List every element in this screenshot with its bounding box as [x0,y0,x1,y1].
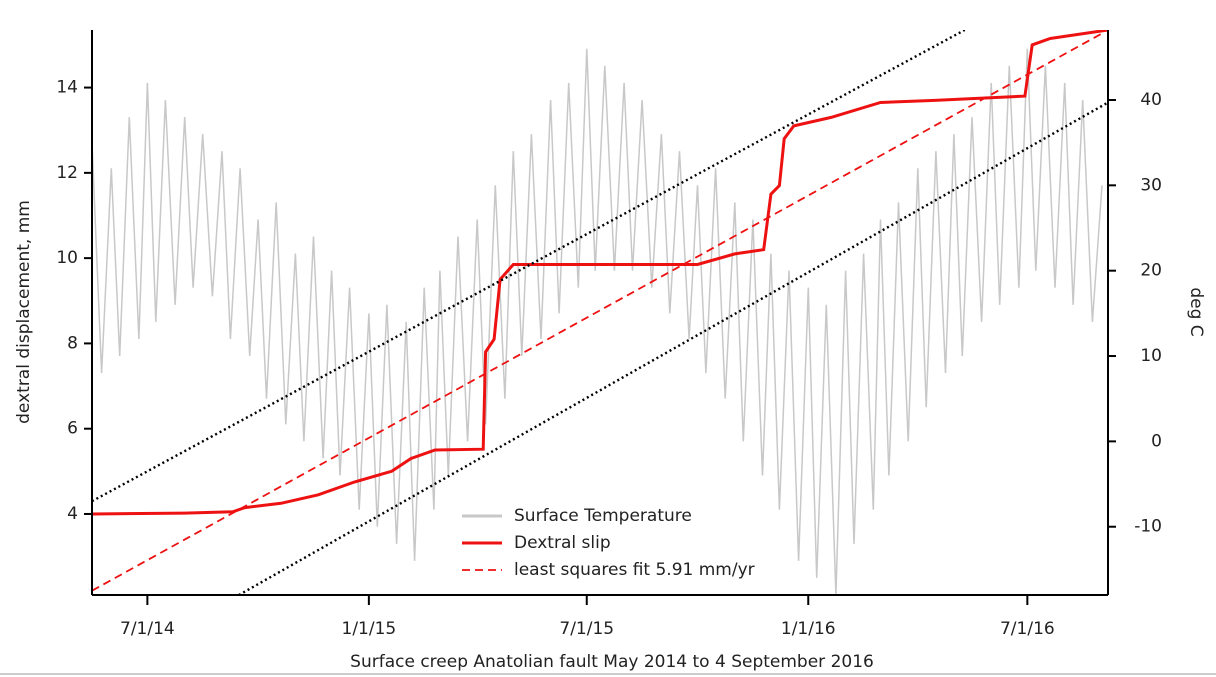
legend-label: Surface Temperature [514,506,692,526]
series-line [92,48,1103,595]
x-axis-label: Surface creep Anatolian fault May 2014 t… [350,652,874,672]
y-tick-label: 12 [56,163,78,183]
y2-tick-label: 40 [1140,90,1162,110]
x-tick-label: 7/1/16 [1000,619,1055,639]
y2-axis-label: deg C [1186,287,1206,336]
y2-tick-label: 30 [1140,175,1162,195]
legend-label: least squares fit 5.91 mm/yr [514,560,755,580]
y-tick-label: 14 [56,78,78,98]
y-axis-label: dextral displacement, mm [14,200,34,424]
y2-tick-label: -10 [1134,517,1162,537]
x-tick-label: 7/1/14 [120,619,175,639]
series-line [238,101,1108,595]
x-tick-label: 1/1/16 [781,619,836,639]
legend-label: Dextral slip [514,533,611,553]
y-tick-label: 10 [56,248,78,268]
x-tick-label: 7/1/15 [559,619,614,639]
y-tick-label: 8 [67,333,78,353]
series-line [92,30,966,503]
series-line [92,30,1108,516]
x-tick-label: 1/1/15 [342,619,397,639]
series-line [92,31,1105,592]
y2-tick-label: 10 [1140,346,1162,366]
y-tick-label: 6 [67,419,78,439]
y2-tick-label: 0 [1151,431,1162,451]
y-tick-label: 4 [67,504,78,524]
y2-tick-label: 20 [1140,261,1162,281]
